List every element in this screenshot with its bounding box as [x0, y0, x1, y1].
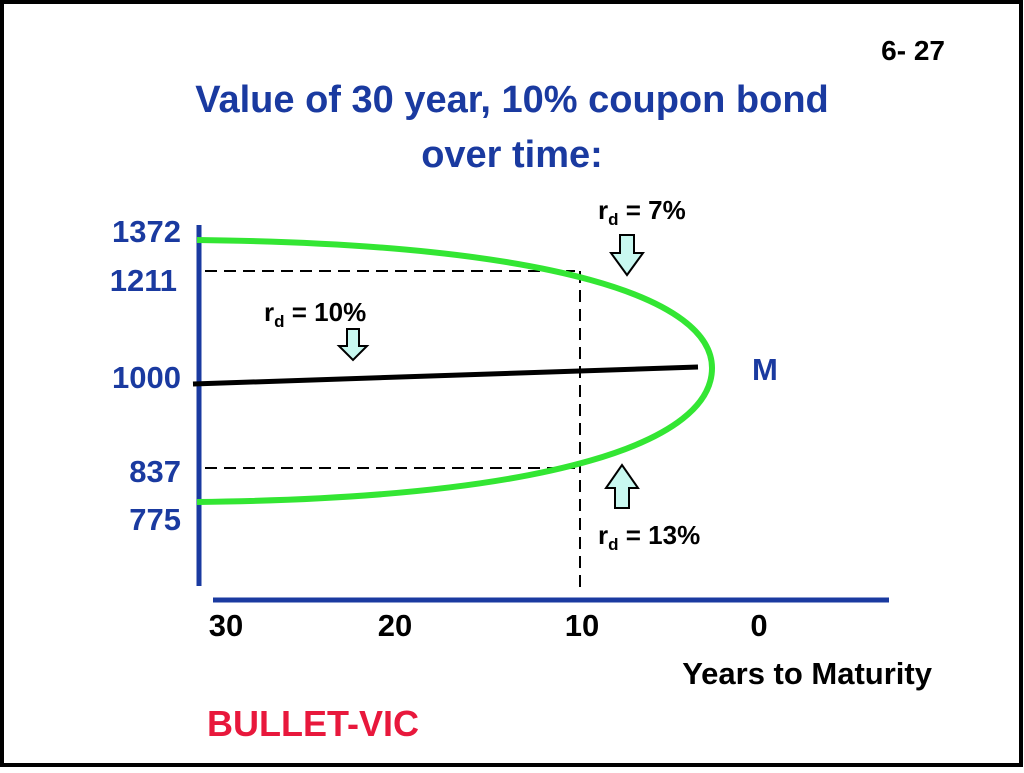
- y-label: 1211: [110, 263, 177, 298]
- par-line: [192, 364, 699, 387]
- down-arrow: [336, 328, 370, 362]
- premium-discount-curve: [196, 237, 716, 505]
- rate-label: rd = 7%: [598, 195, 686, 229]
- y-label: 1000: [112, 360, 181, 395]
- up-arrow: [604, 463, 640, 509]
- rate-label: rd = 10%: [264, 297, 366, 331]
- down-arrow: [609, 234, 645, 277]
- y-label: 837: [129, 454, 181, 489]
- x-label: 10: [565, 608, 599, 643]
- x-label: 0: [750, 608, 767, 643]
- y-label: 775: [129, 502, 181, 537]
- x-label: 20: [378, 608, 412, 643]
- x-axis-label: Years to Maturity: [682, 656, 933, 691]
- rate-label: rd = 13%: [598, 520, 700, 554]
- title: Value of 30 year, 10% coupon bond: [195, 79, 829, 121]
- x-label: 30: [209, 608, 243, 643]
- y-label: 1372: [112, 214, 181, 249]
- maturity-label: M: [752, 352, 778, 387]
- slide-number: 6- 27: [881, 35, 945, 66]
- title: over time:: [421, 134, 603, 176]
- footer: BULLET-VIC: [207, 703, 419, 744]
- guides: [205, 270, 581, 592]
